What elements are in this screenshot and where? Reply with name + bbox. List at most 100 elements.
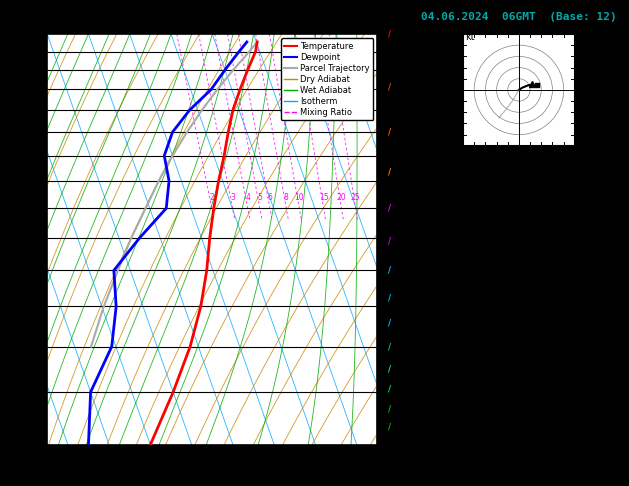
Text: Temp (°C): Temp (°C) bbox=[415, 214, 468, 224]
Text: Lifted Index: Lifted Index bbox=[415, 351, 486, 362]
Text: 304: 304 bbox=[606, 244, 623, 254]
Text: –6: –6 bbox=[381, 183, 391, 193]
Text: SREH: SREH bbox=[415, 429, 438, 439]
Text: /: / bbox=[389, 266, 391, 275]
Text: 600: 600 bbox=[26, 265, 44, 276]
Text: /: / bbox=[389, 236, 391, 245]
Text: 10.2: 10.2 bbox=[600, 214, 623, 224]
Text: 350: 350 bbox=[25, 82, 44, 91]
Text: 10: 10 bbox=[294, 193, 304, 202]
Text: Dewp (°C): Dewp (°C) bbox=[415, 229, 468, 239]
Text: 800: 800 bbox=[26, 364, 44, 374]
Text: 1.57: 1.57 bbox=[600, 182, 623, 192]
Text: 7.7: 7.7 bbox=[606, 229, 623, 239]
Text: 8: 8 bbox=[618, 351, 623, 362]
Text: 3: 3 bbox=[230, 193, 235, 202]
Text: 8: 8 bbox=[284, 193, 289, 202]
Text: kt: kt bbox=[465, 32, 475, 42]
Text: /: / bbox=[389, 204, 391, 213]
Text: 5: 5 bbox=[257, 193, 262, 202]
Text: 6: 6 bbox=[267, 193, 272, 202]
Text: 28: 28 bbox=[611, 459, 623, 469]
Text: /: / bbox=[389, 404, 391, 413]
Text: 900: 900 bbox=[26, 404, 44, 414]
Text: 500: 500 bbox=[25, 203, 44, 213]
Text: /: / bbox=[389, 293, 391, 302]
Text: 304: 304 bbox=[606, 336, 623, 347]
Text: 4: 4 bbox=[245, 193, 250, 202]
Text: 650: 650 bbox=[25, 293, 44, 303]
Text: –4: –4 bbox=[381, 275, 391, 285]
Text: 296°: 296° bbox=[600, 444, 623, 454]
Text: 20: 20 bbox=[289, 454, 301, 464]
Text: LCL: LCL bbox=[381, 426, 398, 436]
Text: StmDir: StmDir bbox=[415, 444, 450, 454]
Text: CIN (J): CIN (J) bbox=[415, 382, 456, 392]
Text: 49°11'N  236°10'W  262m  ASL: 49°11'N 236°10'W 262m ASL bbox=[104, 9, 320, 22]
Text: 0: 0 bbox=[618, 289, 623, 299]
Text: 450: 450 bbox=[25, 167, 44, 177]
Text: 25: 25 bbox=[351, 193, 360, 202]
Text: Most Unstable: Most Unstable bbox=[481, 306, 557, 316]
Text: θᴇ (K): θᴇ (K) bbox=[415, 336, 450, 347]
Text: 39: 39 bbox=[611, 167, 623, 177]
Text: EH: EH bbox=[415, 414, 427, 424]
Text: 400: 400 bbox=[26, 127, 44, 137]
Text: 8: 8 bbox=[618, 259, 623, 269]
Text: θᴇ(K): θᴇ(K) bbox=[415, 244, 445, 254]
Text: -10: -10 bbox=[163, 454, 179, 464]
Text: hPa: hPa bbox=[13, 19, 33, 29]
Text: 04.06.2024  06GMT  (Base: 12): 04.06.2024 06GMT (Base: 12) bbox=[421, 12, 617, 22]
Text: –3: –3 bbox=[381, 318, 391, 329]
Text: –1: –1 bbox=[381, 403, 391, 413]
Text: PW (cm): PW (cm) bbox=[415, 182, 456, 192]
Text: 61: 61 bbox=[611, 429, 623, 439]
Text: /: / bbox=[389, 30, 391, 38]
Text: 700: 700 bbox=[25, 318, 44, 328]
Text: Totals Totals: Totals Totals bbox=[415, 167, 491, 177]
Text: /: / bbox=[389, 128, 391, 137]
Text: 0: 0 bbox=[209, 454, 215, 464]
Text: 40: 40 bbox=[371, 454, 384, 464]
Text: 950: 950 bbox=[25, 422, 44, 432]
Text: -30: -30 bbox=[81, 454, 96, 464]
Text: 2: 2 bbox=[209, 193, 214, 202]
Text: 78: 78 bbox=[611, 274, 623, 284]
Legend: Temperature, Dewpoint, Parcel Trajectory, Dry Adiabat, Wet Adiabat, Isotherm, Mi: Temperature, Dewpoint, Parcel Trajectory… bbox=[281, 38, 373, 121]
Text: 30: 30 bbox=[330, 454, 342, 464]
Text: -40: -40 bbox=[39, 454, 55, 464]
Text: 977: 977 bbox=[606, 321, 623, 331]
Text: –7: –7 bbox=[381, 136, 392, 146]
Text: Lifted Index: Lifted Index bbox=[415, 259, 486, 269]
Text: Hodograph: Hodograph bbox=[493, 399, 545, 409]
Text: /: / bbox=[389, 318, 391, 328]
Text: Surface: Surface bbox=[498, 199, 540, 209]
Text: 0: 0 bbox=[618, 382, 623, 392]
Text: 300: 300 bbox=[26, 29, 44, 39]
Text: Mixing Ratio (g/kg): Mixing Ratio (g/kg) bbox=[399, 193, 409, 285]
Text: 10: 10 bbox=[247, 454, 260, 464]
Text: 20: 20 bbox=[337, 193, 347, 202]
Text: 550: 550 bbox=[25, 236, 44, 246]
Text: Pressure (mb): Pressure (mb) bbox=[415, 321, 491, 331]
Text: 850: 850 bbox=[25, 384, 44, 394]
Text: /: / bbox=[389, 82, 391, 91]
Text: 20: 20 bbox=[611, 152, 623, 162]
Text: -20: -20 bbox=[122, 454, 138, 464]
Text: /: / bbox=[389, 385, 391, 394]
Text: Dewpoint / Temperature (°C): Dewpoint / Temperature (°C) bbox=[132, 467, 292, 477]
Text: km
ASL: km ASL bbox=[381, 9, 399, 29]
Text: 15: 15 bbox=[319, 193, 328, 202]
Text: © weatheronline.co.uk: © weatheronline.co.uk bbox=[457, 472, 581, 482]
Text: 750: 750 bbox=[25, 342, 44, 351]
Text: –2: –2 bbox=[381, 362, 392, 371]
Text: /: / bbox=[389, 423, 391, 432]
Text: CIN (J): CIN (J) bbox=[415, 289, 456, 299]
Text: CAPE (J): CAPE (J) bbox=[415, 366, 462, 377]
Text: /: / bbox=[389, 364, 391, 373]
Text: 78: 78 bbox=[611, 366, 623, 377]
Text: –5: –5 bbox=[381, 229, 392, 240]
Text: /: / bbox=[389, 168, 391, 177]
Text: /: / bbox=[389, 342, 391, 351]
Text: CAPE (J): CAPE (J) bbox=[415, 274, 462, 284]
